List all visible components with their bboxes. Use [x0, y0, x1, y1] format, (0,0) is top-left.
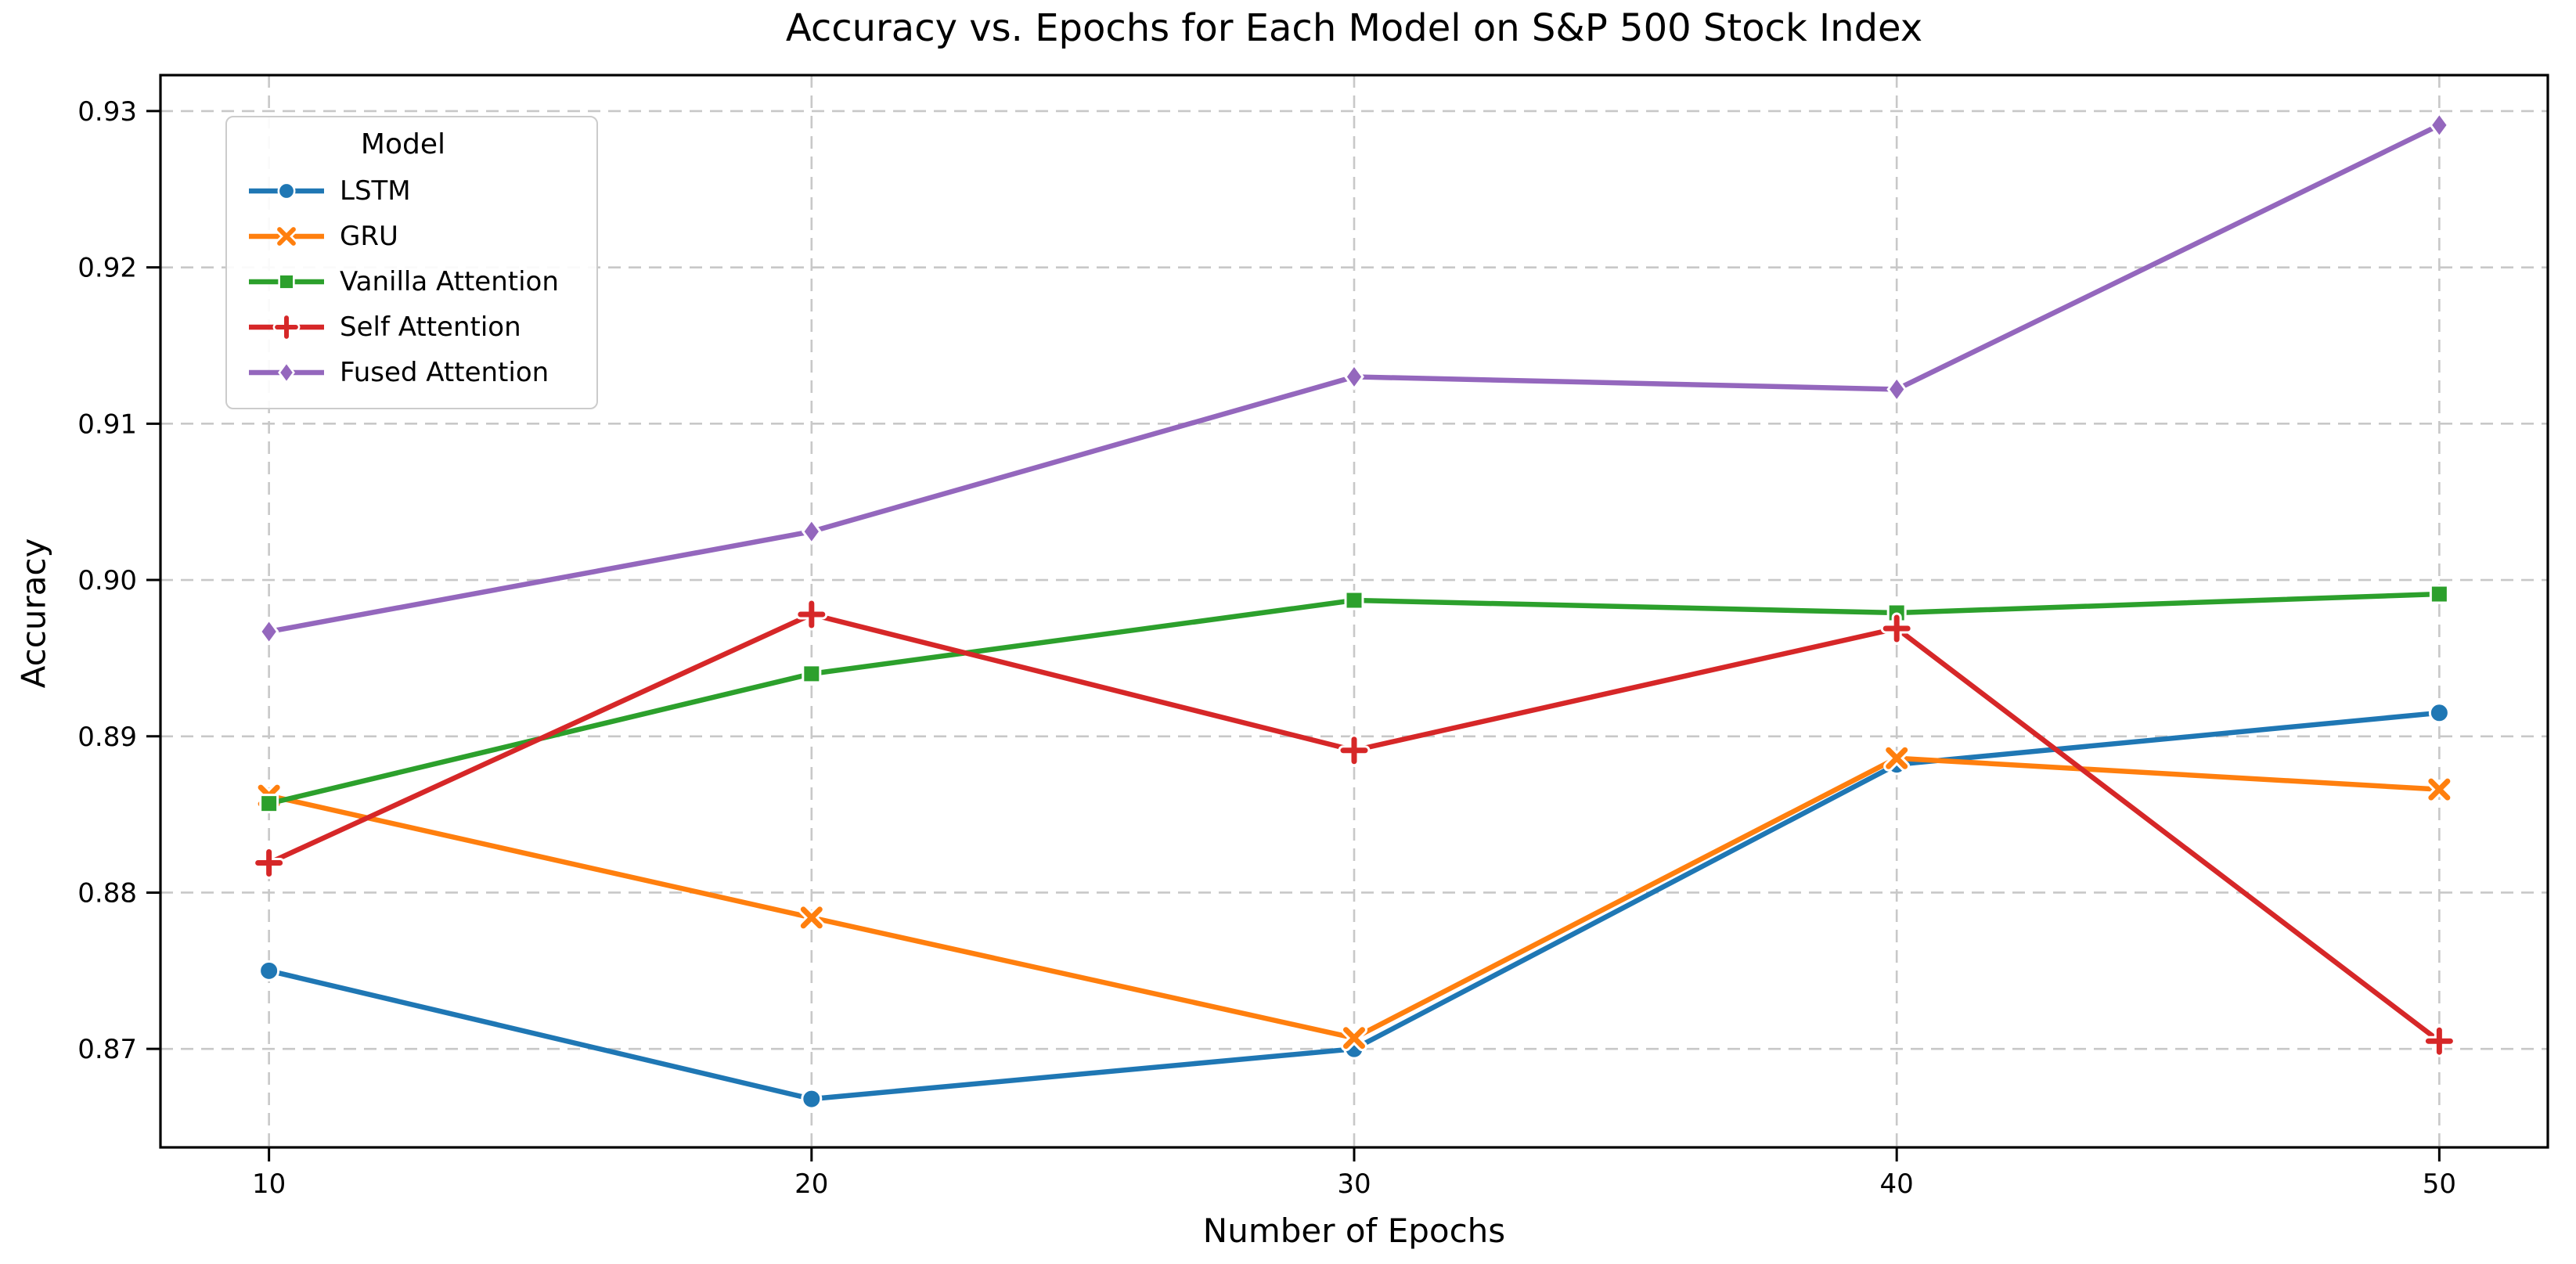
- series-fused-attention-marker-diamond: [1886, 375, 1908, 403]
- x-tick-label: 10: [252, 1169, 286, 1200]
- sample-marker: [277, 182, 296, 200]
- series-self-attention-marker-plus: [1340, 736, 1368, 765]
- series-fused-attention-marker-diamond: [1344, 362, 1364, 391]
- series-self-attention-marker-plus: [1882, 614, 1911, 643]
- sample-marker: [278, 273, 295, 290]
- y-tick-label: 0.93: [77, 96, 137, 128]
- sample-marker: [278, 361, 295, 384]
- sample-marker: [275, 315, 298, 339]
- series-vanilla-attention-marker-square: [2429, 584, 2449, 604]
- y-tick-label: 0.89: [77, 722, 137, 753]
- x-tick-label: 50: [2423, 1169, 2456, 1200]
- series-gru-marker-x: [2428, 778, 2451, 801]
- series-fused-attention-marker-diamond: [2429, 111, 2450, 139]
- y-tick-label: 0.92: [77, 253, 137, 284]
- y-tick-label: 0.88: [77, 877, 137, 909]
- circle-legend-sample-icon: [249, 182, 324, 200]
- axes-spines: [159, 74, 2549, 1149]
- diamond-legend-sample-icon: [249, 361, 324, 384]
- x-axis-label: Number of Epochs: [1202, 1212, 1506, 1250]
- series-lstm-marker-circle: [2428, 702, 2450, 724]
- series-lstm-marker-circle: [258, 960, 280, 981]
- square-legend-sample-icon: [249, 273, 324, 290]
- legend-label: LSTM: [340, 175, 411, 207]
- chart-title: Accuracy vs. Epochs for Each Model on S&…: [785, 6, 1923, 50]
- series-self-attention-marker-plus: [2425, 1027, 2453, 1055]
- plus-legend-sample-icon: [249, 313, 324, 341]
- legend-items: LSTM GRU Vanilla Attention Self Attention Fu…: [247, 168, 559, 395]
- legend-item-gru: GRU: [247, 214, 559, 259]
- y-tick-label: 0.87: [77, 1034, 137, 1065]
- y-tick-label: 0.90: [77, 565, 137, 596]
- legend-item-lstm: LSTM: [247, 168, 559, 214]
- x-legend-sample-icon: [249, 225, 324, 248]
- x-tick-label: 20: [794, 1169, 828, 1200]
- series-self-attention-marker-plus: [798, 600, 826, 628]
- series-gru-marker-x: [800, 906, 823, 929]
- legend-item-vanilla-attention: Vanilla Attention: [247, 259, 559, 304]
- legend-label: Vanilla Attention: [340, 266, 559, 297]
- series-vanilla-attention-marker-square: [802, 664, 822, 684]
- series-fused-attention-marker-diamond: [258, 618, 279, 646]
- legend-label: Self Attention: [340, 311, 521, 343]
- series-gru-marker-x: [1343, 1027, 1365, 1050]
- legend: Model LSTM GRU Vanilla Attention Self Atten…: [225, 116, 598, 409]
- legend-label: GRU: [340, 221, 398, 252]
- series-lstm-marker-circle: [801, 1088, 823, 1110]
- legend-label: Fused Attention: [340, 357, 549, 388]
- x-tick-label: 30: [1337, 1169, 1371, 1200]
- legend-title: Model: [360, 128, 445, 160]
- series-self-attention-marker-plus: [255, 849, 283, 877]
- series-fused-attention-marker-diamond: [801, 517, 822, 546]
- legend-item-self-attention: Self Attention: [247, 304, 559, 350]
- x-tick-label: 40: [1880, 1169, 1914, 1200]
- series-vanilla-attention-marker-square: [1344, 590, 1364, 610]
- y-tick-label: 0.91: [77, 409, 137, 440]
- sample-marker: [277, 227, 296, 246]
- series-vanilla-attention-marker-square: [259, 794, 279, 814]
- series-gru-marker-x: [1886, 747, 1908, 769]
- legend-item-fused-attention: Fused Attention: [247, 350, 559, 395]
